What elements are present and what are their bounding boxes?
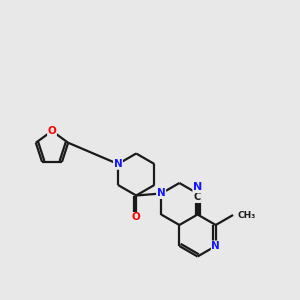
Text: N: N [157, 188, 166, 199]
Text: O: O [48, 126, 56, 136]
Text: O: O [132, 212, 141, 223]
Text: C: C [194, 193, 201, 202]
Text: N: N [114, 159, 122, 169]
Text: N: N [157, 188, 166, 199]
Text: N: N [114, 159, 122, 169]
Text: CH₃: CH₃ [237, 211, 255, 220]
Text: N: N [193, 182, 202, 193]
Text: N: N [212, 241, 220, 251]
